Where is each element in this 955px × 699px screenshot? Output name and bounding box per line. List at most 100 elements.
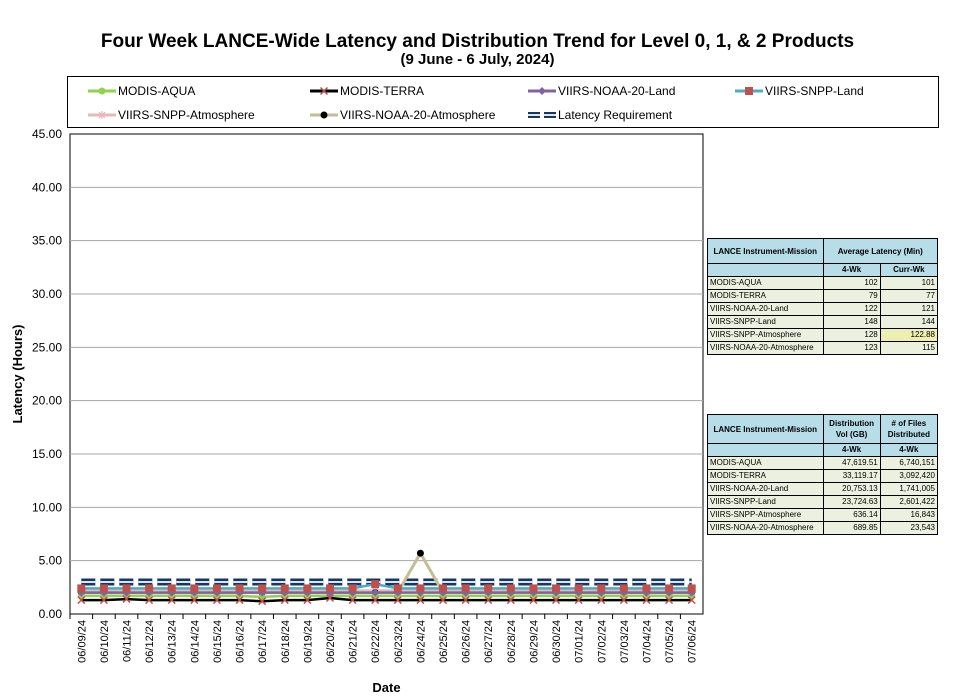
legend-swatch [735, 87, 763, 95]
point-viirs-snpp-land [642, 584, 651, 593]
point-modis-terra [619, 596, 628, 605]
point-modis-terra [122, 595, 131, 604]
point-modis-terra [280, 596, 289, 605]
distribution-table-row: VIIRS-SNPP-Land 23,724.63 2,601,422 [707, 495, 939, 509]
row-files: 3,092,420 [879, 469, 939, 483]
x-tick-label: 06/16/24 [235, 620, 247, 663]
point-modis-terra [348, 596, 357, 605]
legend: MODIS-AQUA MODIS-TERRA VIIRS-NOAA-20-Land V… [67, 76, 939, 128]
point-viirs-snpp-land [687, 584, 696, 593]
x-tick-label: 06/17/24 [257, 620, 269, 663]
latency-table-sub-4wk: 4-Wk [822, 263, 881, 277]
point-viirs-noaa-20-atmosphere [416, 549, 424, 557]
legend-label: MODIS-TERRA [340, 84, 424, 98]
row-vol: 23,724.63 [822, 495, 881, 509]
distribution-table-row: VIIRS-NOAA-20-Atmosphere 689.85 23,543 [707, 521, 939, 535]
legend-label: Latency Requirement [558, 108, 673, 122]
x-tick-label: 06/10/24 [99, 620, 111, 663]
point-viirs-snpp-land [167, 584, 176, 593]
row-label: VIIRS-NOAA-20-Atmosphere [707, 341, 824, 355]
point-viirs-snpp-land [529, 584, 538, 593]
row-4wk: 79 [822, 289, 881, 303]
y-tick-label: 0.00 [39, 607, 63, 621]
point-viirs-snpp-land [212, 584, 221, 593]
row-4wk: 128 [822, 328, 881, 342]
row-vol: 20,753.13 [822, 482, 881, 496]
x-tick-label: 06/20/24 [325, 620, 337, 663]
row-label: VIIRS-NOAA-20-Atmosphere [707, 521, 824, 535]
row-4wk: 122 [822, 302, 881, 316]
point-modis-terra [99, 596, 108, 605]
row-files: 16,843 [879, 508, 939, 522]
x-tick-label: 06/29/24 [528, 620, 540, 663]
x-tick-label: 06/11/24 [122, 620, 134, 662]
point-viirs-snpp-land [99, 584, 108, 593]
x-tick-label: 06/14/24 [189, 620, 201, 663]
distribution-table-row: VIIRS-NOAA-20-Land 20,753.13 1,741,005 [707, 482, 939, 496]
point-modis-terra [506, 596, 515, 605]
row-label: VIIRS-SNPP-Atmosphere [707, 328, 824, 342]
y-tick-label: 30.00 [32, 287, 62, 301]
point-modis-terra [258, 597, 267, 606]
point-viirs-snpp-land [145, 584, 154, 593]
row-curr: 144 [879, 315, 939, 329]
point-modis-terra [484, 596, 493, 605]
distribution-table-row: MODIS-AQUA 47,619.51 6,740,151 [707, 456, 939, 470]
row-vol: 33,119.17 [822, 469, 881, 483]
point-viirs-snpp-land [484, 584, 493, 593]
x-tick-label: 07/06/24 [687, 620, 699, 663]
x-tick-label: 06/21/24 [348, 620, 360, 663]
latency-table-sub-curr: Curr-Wk [879, 263, 939, 277]
legend-swatch [310, 111, 338, 119]
row-curr: 115 [879, 341, 939, 355]
point-modis-terra [190, 596, 199, 605]
distribution-table-col3-header: # of Files Distributed [879, 414, 939, 444]
row-label: MODIS-AQUA [707, 456, 824, 470]
series-line-modis-aqua [81, 594, 692, 599]
x-tick-label: 06/13/24 [167, 620, 179, 663]
row-files: 6,740,151 [879, 456, 939, 470]
legend-swatch [310, 86, 338, 96]
latency-table-row: VIIRS-NOAA-20-Atmosphere 123 115 [707, 341, 939, 355]
row-curr: 122.88 [879, 328, 939, 342]
point-modis-terra [552, 596, 561, 605]
row-files: 2,601,422 [879, 495, 939, 509]
x-tick-label: 06/28/24 [506, 620, 518, 663]
row-vol: 689.85 [822, 521, 881, 535]
x-tick-label: 06/25/24 [438, 620, 450, 663]
distribution-table-col1-header: LANCE Instrument-Mission [707, 414, 824, 444]
point-viirs-snpp-land [303, 584, 312, 593]
point-viirs-snpp-land [574, 584, 583, 593]
y-tick-label: 15.00 [32, 447, 62, 461]
x-tick-label: 06/27/24 [483, 620, 495, 663]
x-tick-label: 06/23/24 [393, 620, 405, 663]
point-modis-terra [529, 596, 538, 605]
point-viirs-snpp-land [190, 584, 199, 593]
point-modis-terra [665, 596, 674, 605]
chart-subtitle: (9 June - 6 July, 2024) [400, 51, 555, 68]
point-viirs-snpp-land [235, 584, 244, 593]
point-viirs-snpp-land [325, 584, 334, 593]
x-tick-label: 06/30/24 [551, 620, 563, 663]
x-tick-label: 07/03/24 [619, 620, 631, 663]
point-viirs-snpp-land [619, 584, 628, 593]
point-viirs-snpp-land [393, 584, 402, 593]
x-tick-label: 06/15/24 [212, 620, 224, 663]
latency-table: LANCE Instrument-Mission Average Latency… [707, 238, 939, 355]
y-tick-label: 20.00 [32, 394, 62, 408]
row-label: MODIS-AQUA [707, 276, 824, 290]
legend-label: VIIRS-SNPP-Land [765, 84, 864, 98]
row-label: VIIRS-SNPP-Atmosphere [707, 508, 824, 522]
legend-swatch [88, 87, 116, 95]
row-curr: 77 [879, 289, 939, 303]
point-viirs-snpp-land [122, 584, 131, 593]
point-modis-terra [212, 596, 221, 605]
point-modis-terra [642, 596, 651, 605]
y-tick-label: 5.00 [39, 554, 63, 568]
point-viirs-snpp-land [348, 584, 357, 593]
latency-table-row: MODIS-TERRA 79 77 [707, 289, 939, 303]
legend-label: VIIRS-NOAA-20-Land [558, 84, 676, 98]
point-viirs-snpp-land [665, 584, 674, 593]
point-modis-terra [325, 593, 335, 603]
y-tick-label: 45.00 [32, 127, 62, 141]
